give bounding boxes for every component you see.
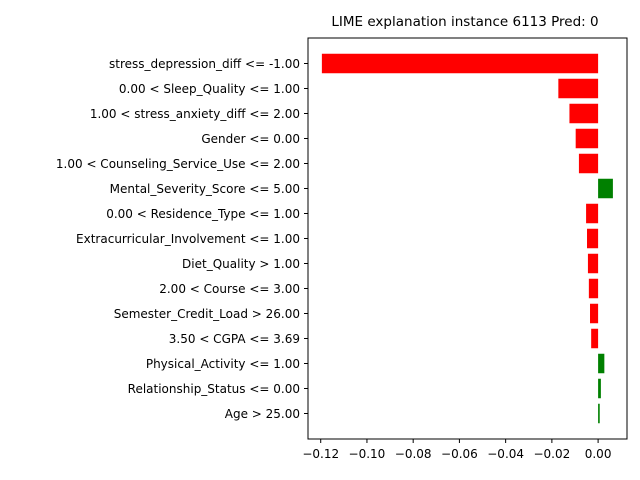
x-tick-label: −0.08 <box>395 447 432 461</box>
x-tick-label: −0.04 <box>487 447 524 461</box>
bar-8 <box>587 228 599 249</box>
chart-title: LIME explanation instance 6113 Pred: 0 <box>331 14 598 30</box>
y-tick-label: stress_depression_diff <= -1.00 <box>109 57 300 71</box>
bars-group <box>321 53 613 424</box>
y-tick-label: 0.00 < Residence_Type <= 1.00 <box>106 207 300 221</box>
bar-11 <box>590 303 599 324</box>
bar-1 <box>321 53 599 74</box>
bar-9 <box>587 253 599 274</box>
y-tick-label: Physical_Activity <= 1.00 <box>146 357 300 371</box>
bar-12 <box>591 328 599 349</box>
bar-14 <box>598 378 601 399</box>
y-tick-label: 0.00 < Sleep_Quality <= 1.00 <box>119 82 300 96</box>
bar-6 <box>598 178 613 199</box>
x-tick-label: 0.00 <box>585 447 612 461</box>
x-tick-label: −0.02 <box>533 447 570 461</box>
y-tick-label: Mental_Severity_Score <= 5.00 <box>110 182 300 196</box>
y-tick-label: Gender <= 0.00 <box>201 132 300 146</box>
y-tick-labels: stress_depression_diff <= -1.00 0.00 < Sl… <box>56 57 308 421</box>
bar-5 <box>578 153 599 174</box>
bar-13 <box>598 353 605 374</box>
x-tick-label: −0.12 <box>302 447 339 461</box>
bar-4 <box>575 128 599 149</box>
y-tick-label: Age > 25.00 <box>225 407 300 421</box>
plot-frame <box>307 37 628 440</box>
y-tick-label: 2.00 < Course <= 3.00 <box>159 282 300 296</box>
y-tick-label: Extracurricular_Involvement <= 1.00 <box>76 232 300 246</box>
bar-15 <box>598 403 600 424</box>
y-tick-label: 1.00 < stress_anxiety_diff <= 2.00 <box>90 107 300 121</box>
bar-2 <box>558 78 599 99</box>
y-tick-label: 3.50 < CGPA <= 3.69 <box>169 332 300 346</box>
y-tick-label: Semester_Credit_Load > 26.00 <box>114 307 300 321</box>
x-tick-label: −0.10 <box>349 447 386 461</box>
y-tick-label: Diet_Quality > 1.00 <box>182 257 300 271</box>
x-tick-label: −0.06 <box>441 447 478 461</box>
bar-3 <box>569 103 599 124</box>
y-tick-label: 1.00 < Counseling_Service_Use <= 2.00 <box>56 157 300 171</box>
bar-7 <box>586 203 599 224</box>
x-ticks: −0.12 −0.10 −0.08 −0.06 −0.04 −0.02 0.00 <box>302 439 611 461</box>
y-tick-label: Relationship_Status <= 0.00 <box>128 382 300 396</box>
bar-10 <box>588 278 599 299</box>
